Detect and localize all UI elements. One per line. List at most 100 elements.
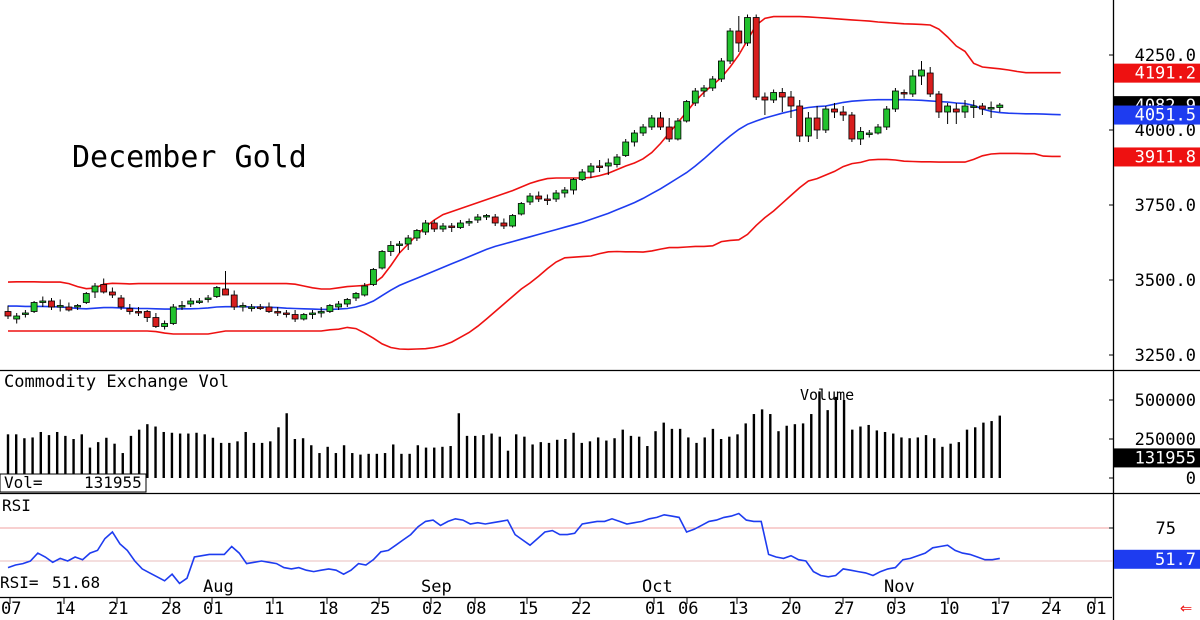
candle [248, 304, 256, 312]
rsi-readout-box [0, 574, 80, 592]
volume-readout-value: 131955 [84, 473, 142, 492]
candle [613, 154, 621, 168]
date-tick-label: 01 [203, 599, 223, 619]
price-y-tick-label: 3250.0 [1135, 346, 1196, 366]
candle [544, 194, 551, 205]
candle [726, 28, 734, 64]
candle [700, 85, 708, 97]
volume-panel-title: Commodity Exchange Vol [4, 372, 229, 392]
volume-series-label: Volume [800, 386, 854, 404]
date-tick-label: 21 [108, 599, 128, 619]
candle [169, 304, 177, 325]
candle [718, 58, 725, 82]
candle [778, 88, 786, 112]
price-tag: 4051.5 [1114, 105, 1200, 126]
candle [30, 301, 38, 313]
candle [883, 106, 891, 130]
candle [256, 304, 264, 310]
upper-band-line [7, 15, 1061, 290]
candle [109, 287, 116, 298]
month-label: Nov [884, 577, 915, 597]
candle [813, 106, 821, 139]
candle [222, 271, 229, 296]
candle [526, 193, 534, 205]
date-tick-label: 06 [678, 599, 698, 619]
date-tick-label: 27 [834, 599, 854, 619]
price-tag: 3911.8 [1114, 147, 1200, 167]
date-tick-label: 18 [318, 599, 338, 619]
candle [944, 103, 951, 124]
candle [622, 139, 630, 157]
date-tick-label: 15 [518, 599, 538, 619]
candle [926, 67, 934, 97]
candle [387, 241, 395, 256]
date-tick-label: 28 [161, 599, 181, 619]
month-label: Aug [203, 577, 234, 597]
price-panel: December Gold 4250.0 4000.0 3750.0 3500.0 32… [4, 14, 1200, 366]
date-tick-label: 02 [422, 599, 442, 619]
candle [82, 292, 90, 304]
volume-bars [6, 391, 1001, 478]
candle [857, 127, 864, 145]
month-label: Sep [421, 577, 452, 597]
candle [13, 313, 21, 324]
candle [935, 91, 943, 118]
candle [865, 130, 873, 138]
candle [744, 14, 751, 46]
candle [117, 295, 125, 310]
rsi-panel: RSI 75 RSI= 51.68 51.7 [0, 496, 1200, 592]
candle [596, 160, 603, 172]
price-tag-label: 4191.2 [1135, 64, 1196, 84]
candle [996, 103, 1004, 112]
rsi-reference-lines [0, 527, 1113, 562]
candle [805, 112, 812, 142]
volume-y-axis: 500000 250000 0 [1109, 391, 1196, 489]
candle [657, 112, 664, 130]
rsi-tag-label: 51.7 [1155, 550, 1196, 570]
candle [143, 310, 151, 322]
candle [752, 14, 760, 100]
candle [178, 301, 186, 310]
date-tick-label: 17 [990, 599, 1010, 619]
volume-tag: 131955 [1114, 448, 1200, 468]
candle [761, 92, 769, 115]
candle [4, 305, 12, 319]
candle [300, 313, 308, 321]
candle [561, 187, 569, 198]
candle [39, 296, 47, 307]
date-tick-label: 22 [571, 599, 591, 619]
candle [430, 220, 438, 232]
candle [291, 310, 299, 322]
date-tick-label: 11 [264, 599, 284, 619]
candle [396, 241, 403, 253]
candle [691, 88, 699, 106]
candle [735, 16, 743, 52]
candle [343, 298, 351, 307]
left-arrow-icon[interactable]: ⇐ [1180, 595, 1192, 619]
candle [369, 268, 377, 286]
candle [378, 250, 386, 270]
candle [335, 301, 343, 310]
candle [987, 101, 995, 118]
rsi-y-axis: 75 [1109, 519, 1176, 539]
price-y-tick-label: 3750.0 [1135, 196, 1196, 216]
rsi-readout-value: 51.68 [52, 573, 100, 592]
candle [509, 214, 517, 228]
candle [892, 88, 899, 112]
candle [552, 190, 560, 202]
candle [265, 302, 273, 313]
candle [587, 163, 595, 178]
candle [448, 223, 456, 232]
candle [709, 76, 717, 91]
candle [665, 118, 673, 142]
volume-tag-label: 131955 [1135, 448, 1196, 468]
candle [352, 292, 360, 301]
date-tick-label: 01 [1086, 599, 1106, 619]
candle [787, 91, 795, 118]
candle [195, 298, 203, 304]
candle [796, 100, 804, 142]
candle [570, 178, 577, 195]
candle [465, 218, 473, 226]
price-tag: 4191.2 [1114, 63, 1200, 84]
